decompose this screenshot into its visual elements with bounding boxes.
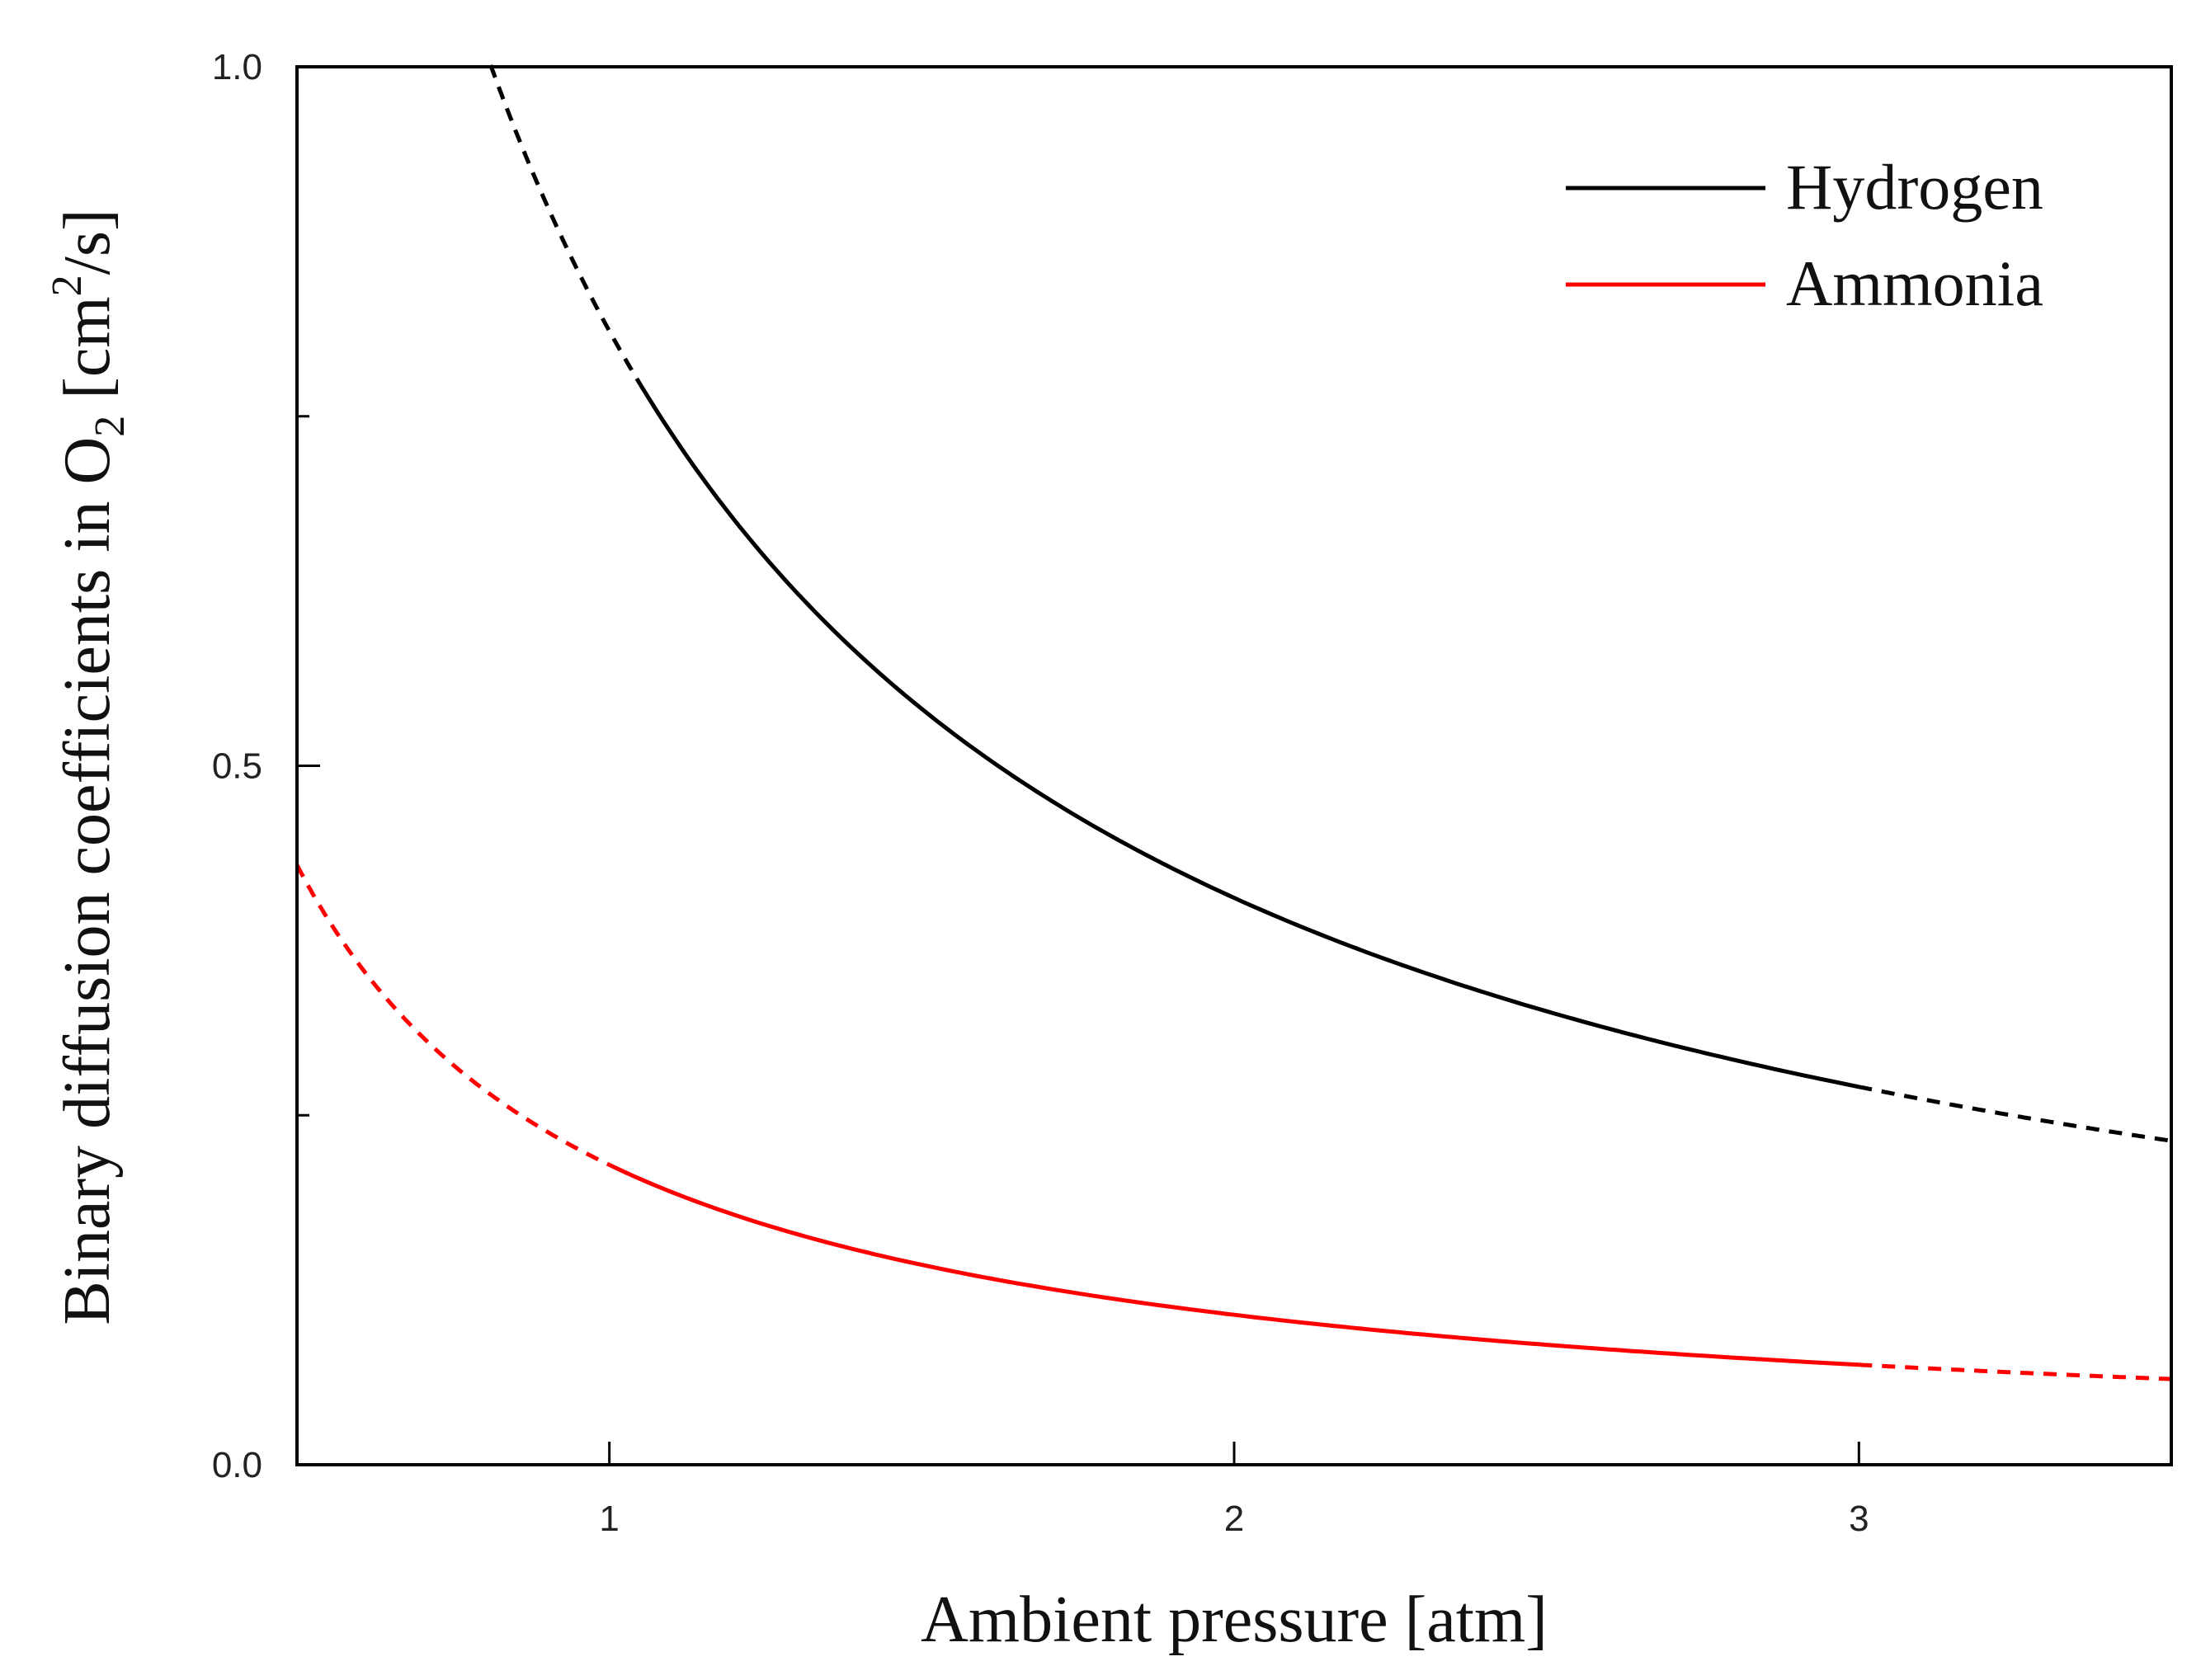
series-ammonia-dashed-line <box>295 864 610 1167</box>
y-axis-title-main: Binary diffusion coefficients in O <box>51 437 124 1325</box>
series-ammonia-dashed-line <box>1859 1362 2172 1381</box>
x-tick-label: 2 <box>1224 1499 1244 1539</box>
x-axis-title: Ambient pressure [atm] <box>921 1584 1548 1656</box>
legend: Hydrogen Ammonia <box>1566 151 2043 319</box>
y-axis-title-superscript: 2 <box>44 275 91 296</box>
plot-series <box>295 64 2172 1381</box>
legend-label-ammonia: Ammonia <box>1786 247 2043 319</box>
series-hydrogen-dashed-line <box>1858 1085 2172 1143</box>
y-tick-label: 1.0 <box>212 47 262 87</box>
series-hydrogen-dashed-line <box>488 64 643 387</box>
y-tick-label: 0.5 <box>212 746 262 787</box>
y-axis-title: Binary diffusion coefficients in O2 [cm2… <box>44 209 134 1325</box>
x-tick-label: 1 <box>599 1499 619 1539</box>
series-hydrogen-solid-line <box>639 384 1859 1089</box>
y-axis-title-unit: [cm <box>51 296 124 398</box>
series-ammonia-solid-line <box>608 1163 1859 1367</box>
y-axis-title-unit-end: /s] <box>51 209 124 275</box>
y-axis-title-subscript: 2 <box>87 416 134 437</box>
legend-label-hydrogen: Hydrogen <box>1786 151 2043 223</box>
x-tick-label: 3 <box>1849 1499 1869 1539</box>
x-axis-ticks: 1 2 3 <box>599 1442 1869 1539</box>
y-tick-label: 0.0 <box>212 1445 262 1485</box>
y-axis-ticks: 0.0 0.5 1.0 <box>212 47 320 1485</box>
